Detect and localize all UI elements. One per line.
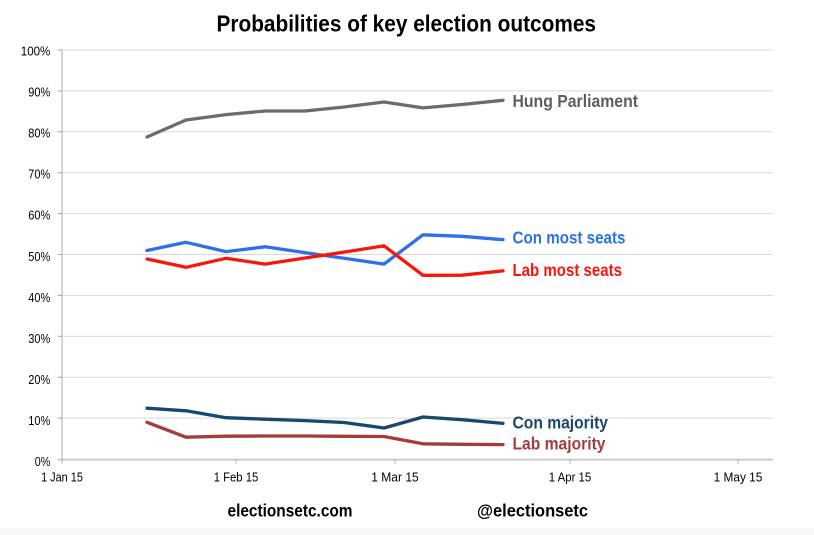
svg-text:40%: 40%	[28, 291, 50, 305]
svg-text:@electionsetc: @electionsetc	[477, 500, 588, 520]
svg-text:1 Apr 15: 1 Apr 15	[549, 471, 592, 485]
svg-text:Probabilities of key election: Probabilities of key election outcomes	[217, 11, 597, 37]
svg-text:50%: 50%	[28, 250, 50, 264]
svg-text:30%: 30%	[28, 332, 50, 346]
svg-text:70%: 70%	[28, 168, 50, 182]
svg-text:0%: 0%	[35, 455, 51, 469]
svg-text:Hung Parliament: Hung Parliament	[513, 91, 639, 111]
svg-text:1 Feb 15: 1 Feb 15	[214, 471, 259, 485]
svg-text:1 May 15: 1 May 15	[714, 471, 763, 485]
svg-text:1 Jan 15: 1 Jan 15	[41, 471, 83, 485]
svg-text:60%: 60%	[28, 209, 50, 223]
svg-text:80%: 80%	[28, 127, 50, 141]
svg-text:Lab most seats: Lab most seats	[513, 260, 623, 280]
svg-text:Con most seats: Con most seats	[513, 228, 626, 248]
svg-text:1 Mar 15: 1 Mar 15	[371, 471, 419, 485]
svg-text:electionsetc.com: electionsetc.com	[228, 500, 353, 520]
svg-text:Con majority: Con majority	[513, 412, 609, 432]
svg-text:90%: 90%	[28, 86, 50, 100]
svg-text:10%: 10%	[28, 414, 50, 428]
svg-text:100%: 100%	[21, 45, 51, 59]
svg-text:20%: 20%	[28, 373, 50, 387]
svg-text:Lab majority: Lab majority	[513, 433, 606, 453]
